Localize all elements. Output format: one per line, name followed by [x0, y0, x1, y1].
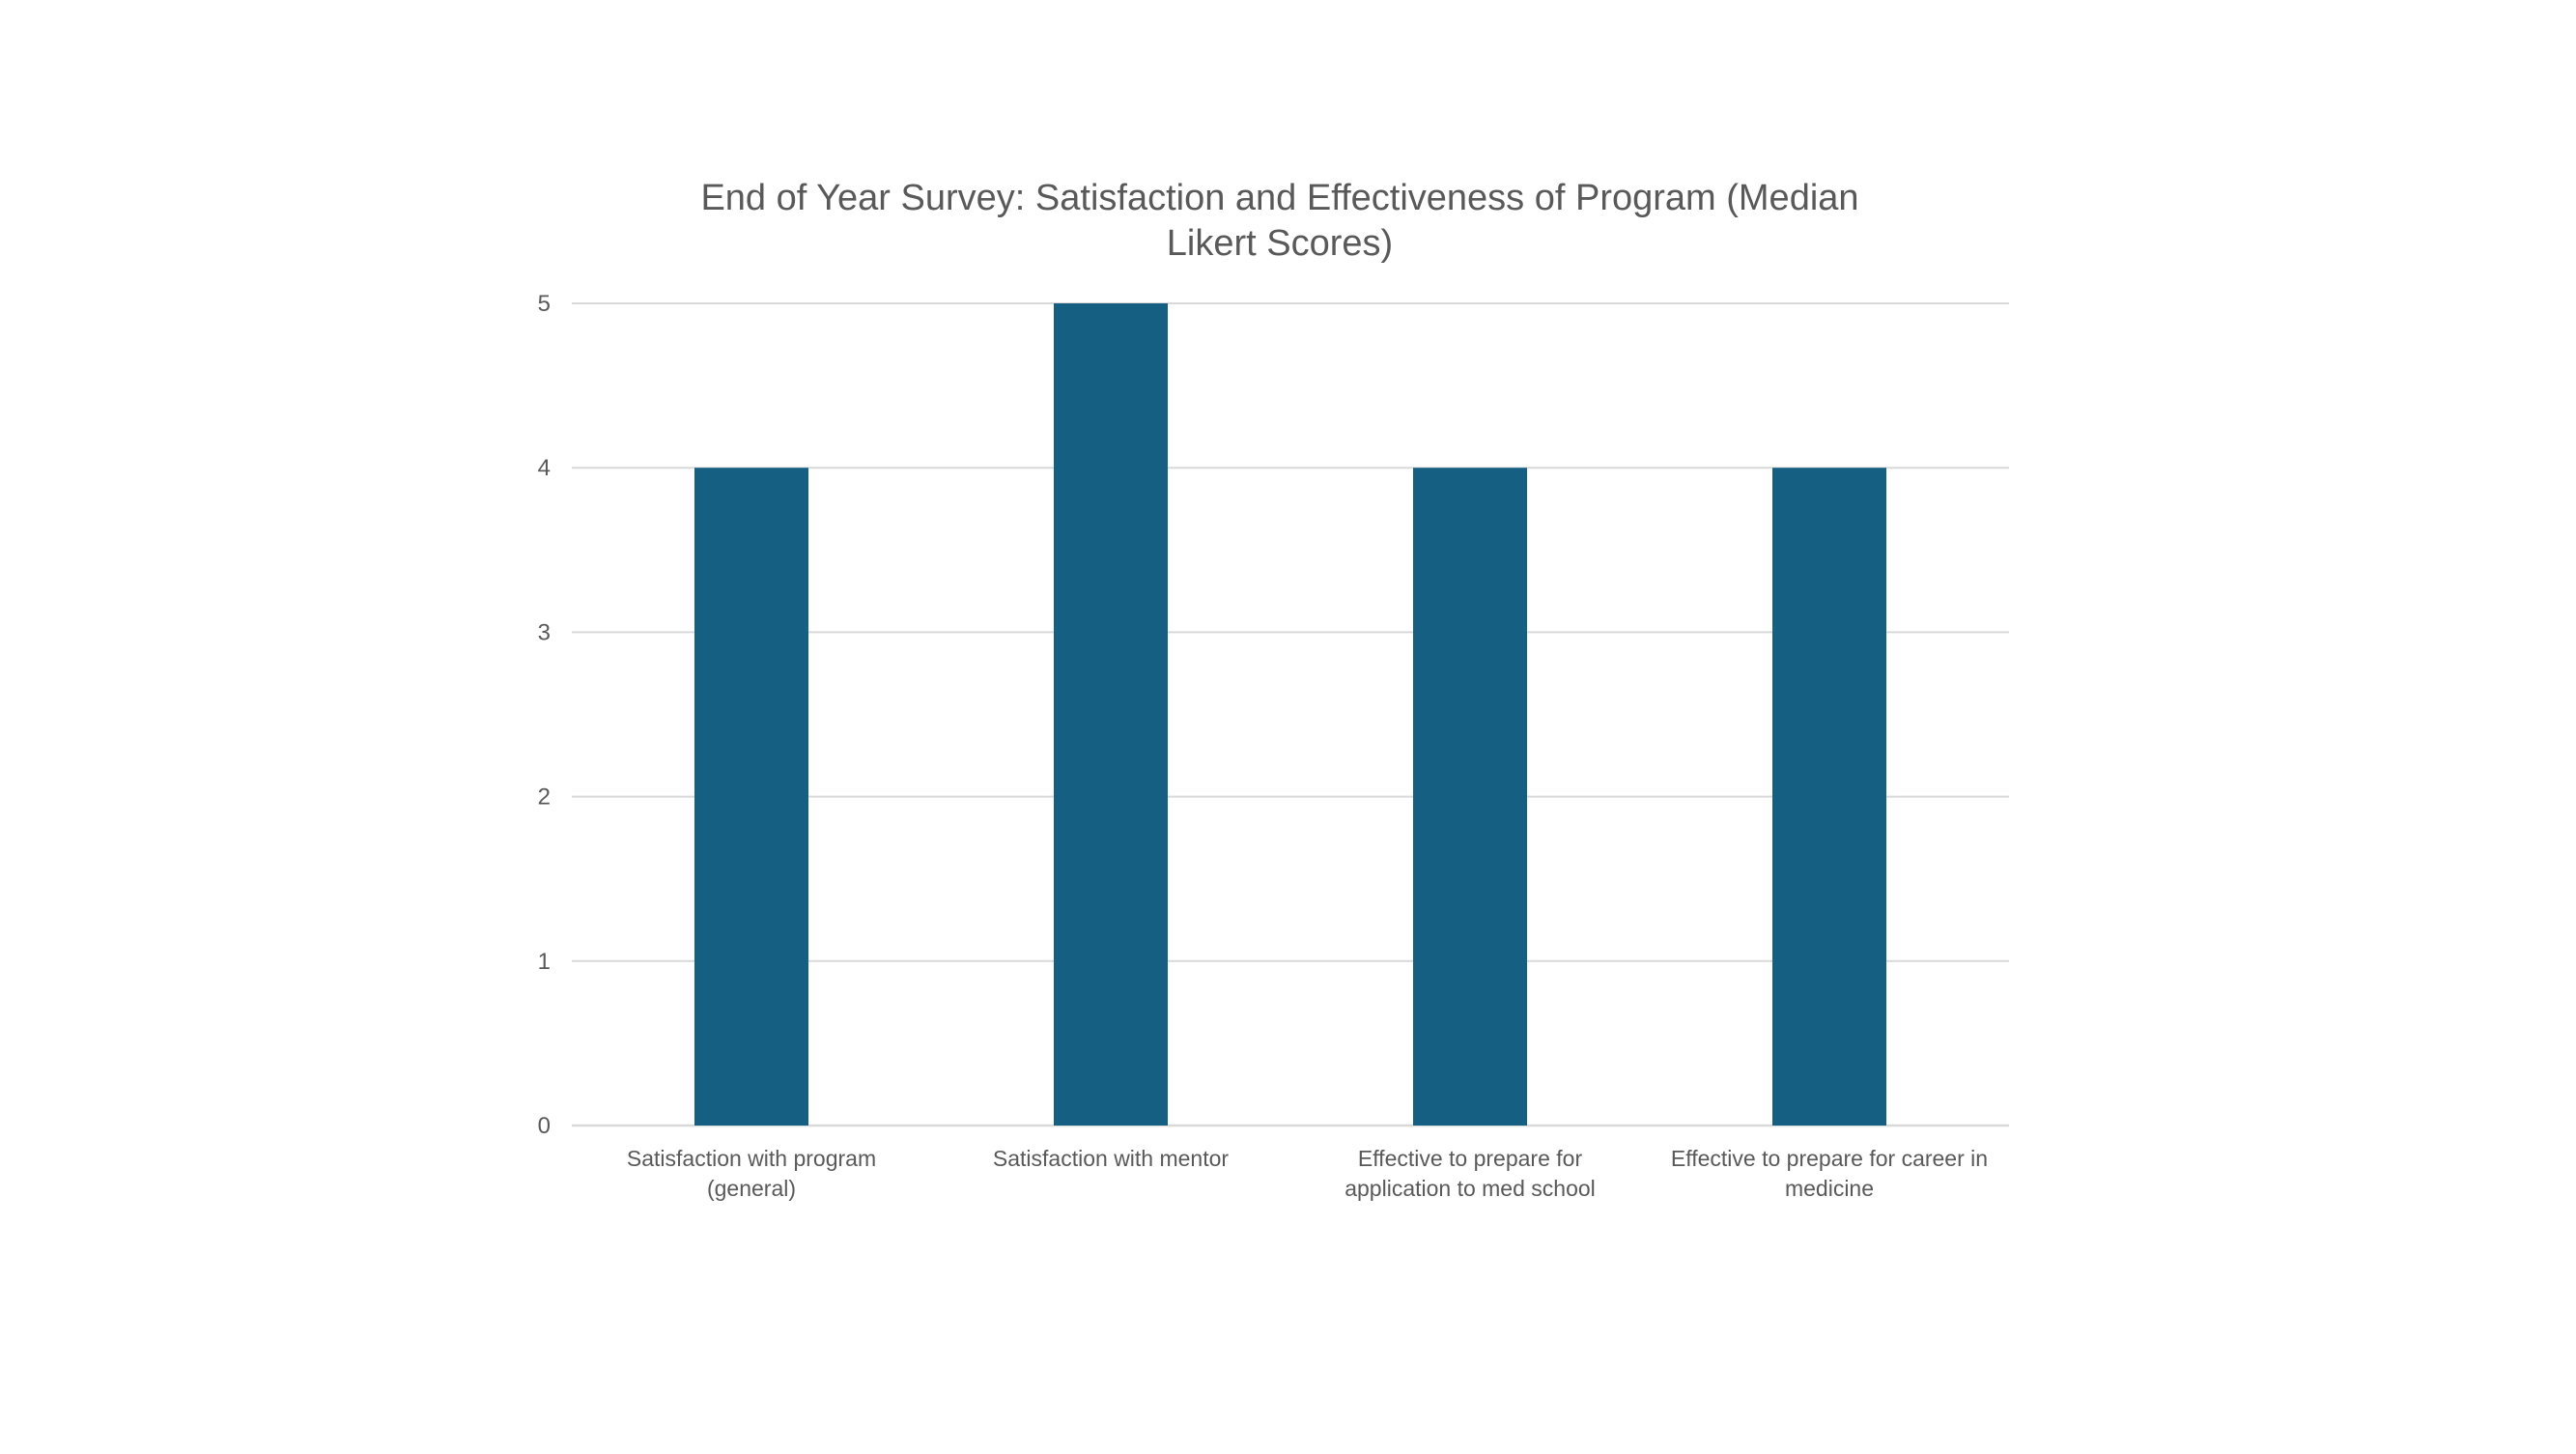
y-tick-label: 5 — [538, 291, 551, 317]
y-tick-label: 2 — [538, 784, 551, 811]
x-tick-label: Effective to prepare for career in medici… — [1671, 1146, 1988, 1201]
bar — [1054, 303, 1168, 1126]
bar — [694, 468, 808, 1126]
x-tick-label: Satisfaction with mentor — [993, 1146, 1230, 1171]
y-tick-label: 4 — [538, 455, 551, 481]
bar — [1413, 468, 1527, 1126]
x-tick-label: Effective to prepare for application to m… — [1345, 1146, 1596, 1201]
y-tick-label: 0 — [538, 1113, 551, 1139]
x-tick-label: Satisfaction with program (general) — [627, 1146, 876, 1201]
y-tick-label: 1 — [538, 949, 551, 975]
y-tick-label: 3 — [538, 619, 551, 645]
chart-title: End of Year Survey: Satisfaction and Eff… — [700, 178, 1859, 264]
bar — [1772, 468, 1886, 1126]
